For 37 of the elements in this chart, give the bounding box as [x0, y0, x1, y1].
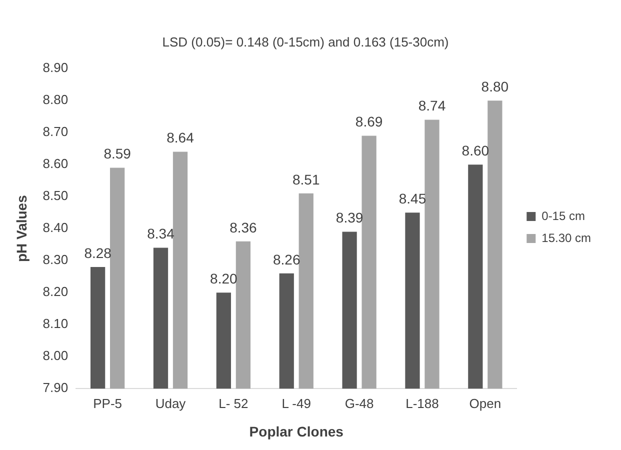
y-tick-label: 8.20	[42, 284, 68, 300]
x-axis-title: Poplar Clones	[249, 423, 344, 440]
y-tick-label: 8.60	[42, 156, 68, 172]
data-label: 8.45	[398, 190, 426, 206]
y-tick-label: 8.50	[42, 188, 68, 204]
chart-title: LSD (0.05)= 0.148 (0-15cm) and 0.163 (15-30cm)	[162, 34, 449, 50]
y-tick-label: 8.80	[42, 92, 68, 108]
y-axis-title: pH Values	[13, 194, 30, 262]
x-tick-label: PP-5	[93, 396, 122, 411]
y-tick-label: 8.30	[42, 252, 68, 268]
data-label: 8.64	[166, 130, 194, 146]
data-label: 8.26	[272, 251, 300, 268]
y-tick-label: 8.40	[42, 220, 68, 236]
data-label: 8.39	[336, 210, 364, 226]
data-label: 8.59	[104, 146, 132, 162]
data-label: 8.60	[462, 142, 490, 158]
data-label: 8.80	[481, 78, 509, 94]
legend-label: 0-15 cm	[542, 208, 585, 223]
legend-label: 15.30 cm	[542, 230, 592, 245]
y-tick-label: 7.90	[42, 380, 68, 396]
data-label: 8.28	[84, 244, 112, 261]
x-tick-label: G-48	[344, 396, 374, 411]
data-label: 8.51	[292, 171, 320, 188]
data-label: 8.34	[147, 226, 175, 242]
x-tick-label: Uday	[155, 396, 186, 411]
y-tick-label: 8.10	[42, 316, 68, 332]
data-label: 8.69	[355, 114, 383, 130]
data-label: 8.74	[418, 98, 446, 114]
data-label: 8.20	[210, 270, 238, 286]
x-tick-label: L -49	[282, 396, 311, 411]
data-label: 8.36	[230, 219, 258, 236]
x-tick-label: Open	[469, 396, 502, 411]
y-tick-label: 8.70	[42, 124, 68, 140]
x-tick-label: L-188	[406, 396, 439, 411]
y-tick-label: 8.90	[42, 60, 68, 76]
x-tick-label: L- 52	[218, 396, 248, 411]
y-tick-label: 8.00	[42, 348, 68, 364]
